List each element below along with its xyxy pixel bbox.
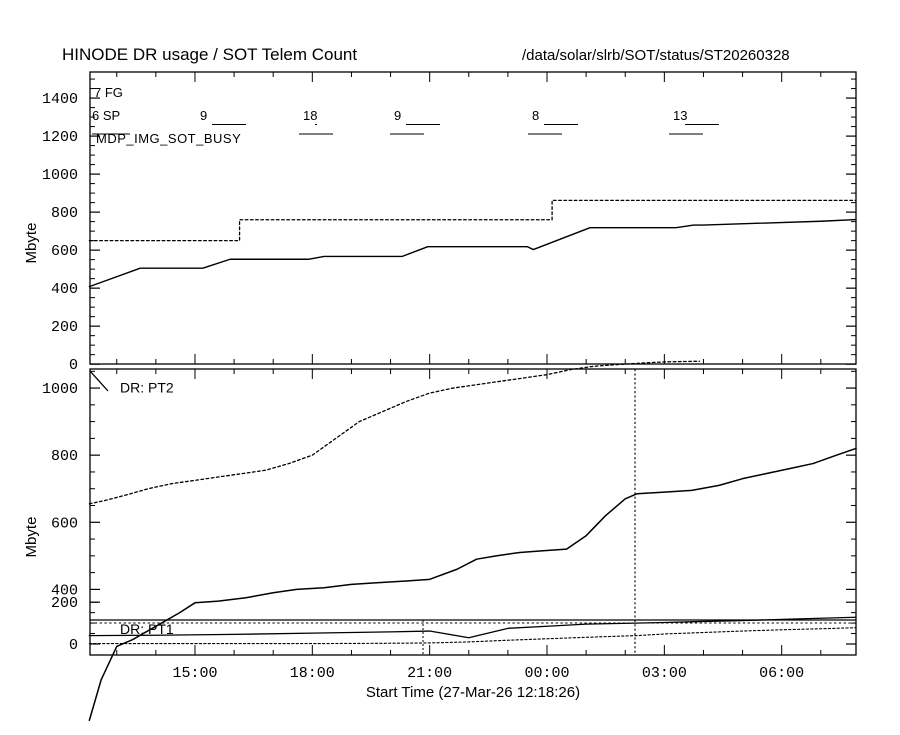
svg-text:600: 600 xyxy=(51,243,78,260)
svg-text:200: 200 xyxy=(51,319,78,336)
svg-text:03:00: 03:00 xyxy=(642,665,687,682)
svg-text:200: 200 xyxy=(51,595,78,612)
svg-text:800: 800 xyxy=(51,448,78,465)
svg-text:1400: 1400 xyxy=(42,91,78,108)
svg-text:1000: 1000 xyxy=(42,381,78,398)
svg-text:06:00: 06:00 xyxy=(759,665,804,682)
svg-text:18:00: 18:00 xyxy=(290,665,335,682)
svg-text:15:00: 15:00 xyxy=(172,665,217,682)
svg-text:MDP_IMG_SOT_BUSY: MDP_IMG_SOT_BUSY xyxy=(96,131,241,146)
svg-text:9: 9 xyxy=(200,108,207,123)
svg-text:0: 0 xyxy=(69,357,78,374)
svg-text:1200: 1200 xyxy=(42,129,78,146)
svg-text:6 SP: 6 SP xyxy=(92,108,120,123)
svg-text:7 FG: 7 FG xyxy=(94,85,123,100)
svg-text:400: 400 xyxy=(51,281,78,298)
svg-text:HINODE DR usage / SOT Telem Co: HINODE DR usage / SOT Telem Count xyxy=(62,45,357,64)
svg-text:800: 800 xyxy=(51,205,78,222)
svg-text:9: 9 xyxy=(394,108,401,123)
svg-text:21:00: 21:00 xyxy=(407,665,452,682)
svg-text:8: 8 xyxy=(532,108,539,123)
svg-text:600: 600 xyxy=(51,515,78,532)
svg-text:18: 18 xyxy=(303,108,317,123)
svg-text:1000: 1000 xyxy=(42,167,78,184)
svg-text:DR: PT2: DR: PT2 xyxy=(120,380,174,396)
svg-text:/data/solar/slrb/SOT/status/ST: /data/solar/slrb/SOT/status/ST20260328 xyxy=(522,47,790,64)
svg-text:Mbyte: Mbyte xyxy=(23,223,40,264)
svg-text:13: 13 xyxy=(673,108,687,123)
svg-text:Start Time (27-Mar-26 12:18:26: Start Time (27-Mar-26 12:18:26) xyxy=(366,684,580,701)
svg-text:0: 0 xyxy=(69,637,78,654)
svg-text:00:00: 00:00 xyxy=(524,665,569,682)
svg-text:Mbyte: Mbyte xyxy=(23,517,40,558)
